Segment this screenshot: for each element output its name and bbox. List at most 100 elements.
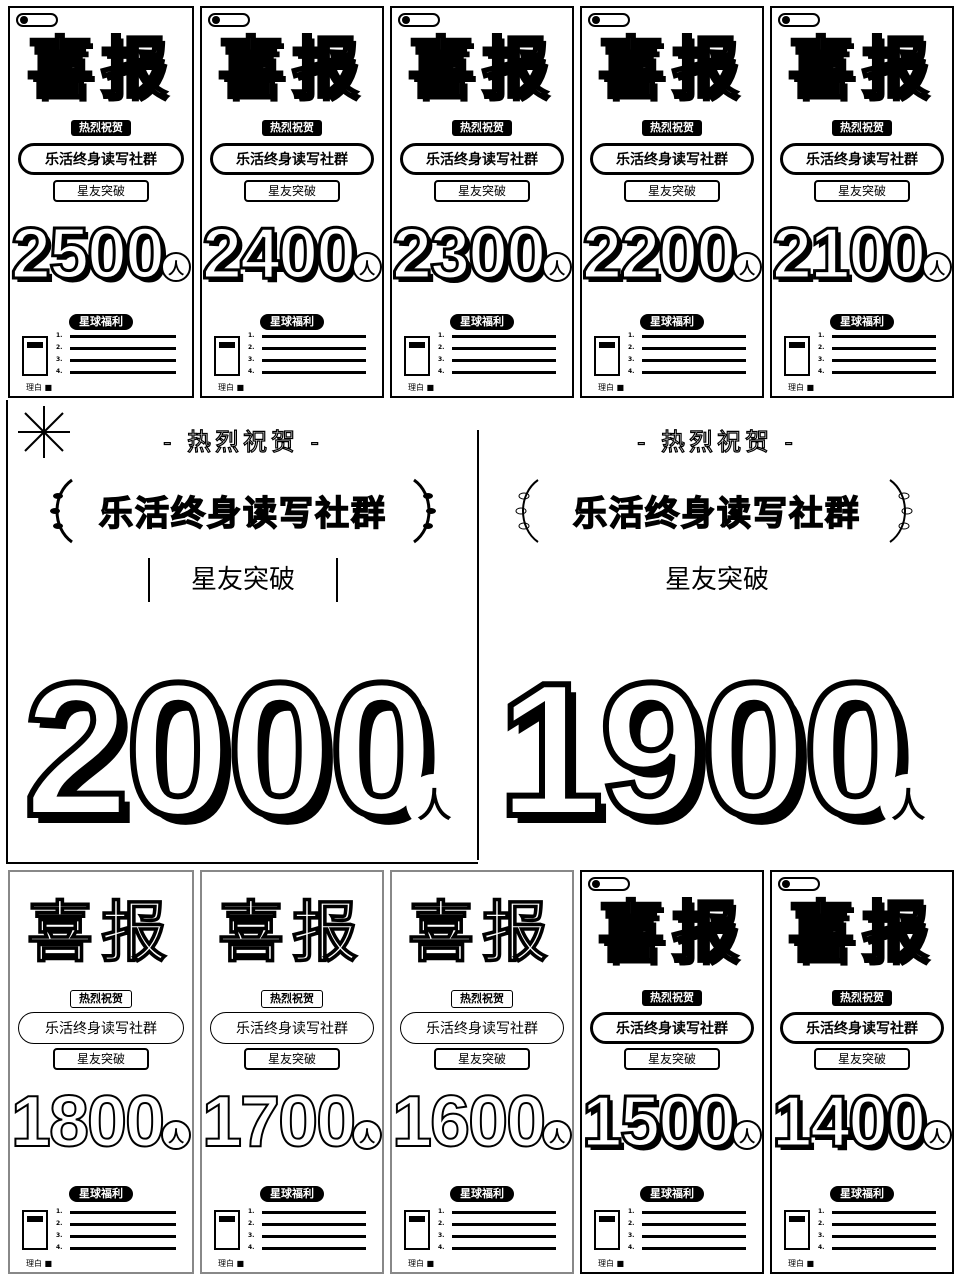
member-count: 2200 [582,213,738,296]
community-banner: 乐活终身读写社群 [98,493,387,535]
logo-icon [588,877,630,891]
poster-title: 喜报 [26,892,175,972]
signature: 理白 ■ [218,383,245,392]
community-pill: 乐活终身读写社群 [18,1012,184,1044]
congrats-tag: 热烈祝贺 [832,990,892,1006]
count-row: 2100 人 [772,208,952,296]
poster-title: 喜报 [407,892,556,972]
book-icon [22,336,48,376]
congrats-tag: 热烈祝贺 [452,120,512,136]
congrats-tag: 热烈祝贺 [451,990,513,1008]
star-tag: 星友突破 [814,180,910,202]
list-item: 2. [56,1218,186,1230]
perk-list: 1. 2. 3. 4. [628,330,756,378]
star-tag: 星友突破 [148,558,338,602]
list-item: 3. [438,1230,566,1242]
poster-title: 喜报 [217,28,366,109]
list-item: 4. [438,1242,566,1254]
poster-1800: 喜报 热烈祝贺 乐活终身读写社群 星友突破 1800 人 星球福利 1. 2. … [8,870,194,1274]
star-tag: 星友突破 [244,180,340,202]
logo-icon [398,13,440,27]
perk-badge: 星球福利 [450,314,514,330]
count-row: 1500 人 [582,1076,762,1164]
count-row: 2300 人 [392,208,572,296]
member-count: 2500 [10,213,167,296]
signature: 理白 ■ [26,1259,53,1268]
signature: 理白 ■ [788,1259,815,1268]
perk-badge: 星球福利 [260,314,324,330]
community-banner: 乐活终身读写社群 [572,493,861,535]
list-item: 2. [818,1218,946,1230]
perk-badge: 星球福利 [830,314,894,330]
count-row: 2400 人 [202,208,382,296]
star-tag: 星友突破 [244,1048,340,1070]
unit-badge: 人 [542,252,572,282]
list-item: 3. [56,1230,186,1242]
laurel-right-icon [889,479,913,543]
count-row: 1400 人 [772,1076,952,1164]
list-item: 3. [818,354,946,366]
perk-list: 1. 2. 3. 4. [818,330,946,378]
list-item: 1. [818,330,946,342]
unit-badge: 人 [732,252,762,282]
book-icon [22,1210,48,1250]
unit-badge: 人 [922,1120,952,1150]
poster-title: 喜报 [787,892,936,973]
poster-1400: 喜报 热烈祝贺 乐活终身读写社群 星友突破 1400 人 星球福利 1. 2. … [770,870,954,1274]
perk-badge: 星球福利 [640,314,704,330]
member-count: 2300 [392,213,548,296]
community-pill: 乐活终身读写社群 [18,143,184,175]
laurel-left-icon [50,478,73,544]
perk-list: 1. 2. 3. 4. [248,1206,376,1254]
list-item: 2. [628,1218,756,1230]
unit-badge: 人 [922,252,952,282]
list-item: 1. [818,1206,946,1218]
perk-badge: 星球福利 [830,1186,894,1202]
congrats-tag: 热烈祝贺 [71,120,131,136]
poster-2100: 喜报 热烈祝贺 乐活终身读写社群 星友突破 2100 人 星球福利 1. 2. … [770,6,954,398]
community-pill: 乐活终身读写社群 [400,143,564,175]
congrats-tag: 热烈祝贺 [832,120,892,136]
signature: 理白 ■ [408,383,435,392]
perk-list: 1. 2. 3. 4. [628,1206,756,1254]
signature: 理白 ■ [26,383,53,392]
list-item: 2. [248,342,376,354]
congrats-tag: 热烈祝贺 [70,990,132,1008]
book-icon [784,1210,810,1250]
perk-badge: 星球福利 [69,1186,133,1202]
star-tag: 星友突破 [624,1048,720,1070]
list-item: 1. [628,1206,756,1218]
member-count: 1400 [772,1081,928,1164]
perk-list: 1. 2. 3. 4. [438,330,566,378]
poster-title: 喜报 [217,892,366,972]
book-icon [784,336,810,376]
perk-badge: 星球福利 [69,314,133,330]
member-count: 2100 [772,213,928,296]
logo-icon [778,13,820,27]
list-item: 2. [248,1218,376,1230]
laurel-left-icon [515,479,539,543]
perk-list: 1. 2. 3. 4. [56,1206,186,1254]
book-icon [594,1210,620,1250]
community-pill: 乐活终身读写社群 [780,143,944,175]
member-count: 1900 [495,644,912,856]
list-item: 3. [438,354,566,366]
list-item: 1. [248,330,376,342]
community-pill: 乐活终身读写社群 [590,1012,754,1044]
count-row: 1600 人 [392,1076,572,1164]
perk-list: 1. 2. 3. 4. [248,330,376,378]
star-tag: 星友突破 [53,180,149,202]
member-count: 1500 [582,1081,738,1164]
poster-1900: - 热烈祝贺 - 乐活终身读写社群 星友突破 1900 人 [480,400,954,864]
list-item: 4. [248,366,376,378]
logo-icon [16,13,58,27]
unit-badge: 人 [542,1120,572,1150]
poster-title: 喜报 [26,28,175,109]
poster-title: 喜报 [787,28,936,109]
poster-2000: - 热烈祝贺 - 乐活终身读写社群 星友突破 2000 人 [6,400,478,864]
community-pill: 乐活终身读写社群 [590,143,754,175]
star-tag: 星友突破 [434,180,530,202]
star-tag: 星友突破 [624,180,720,202]
list-item: 2. [56,342,186,354]
congrats-heading: - 热烈祝贺 - [163,427,323,456]
